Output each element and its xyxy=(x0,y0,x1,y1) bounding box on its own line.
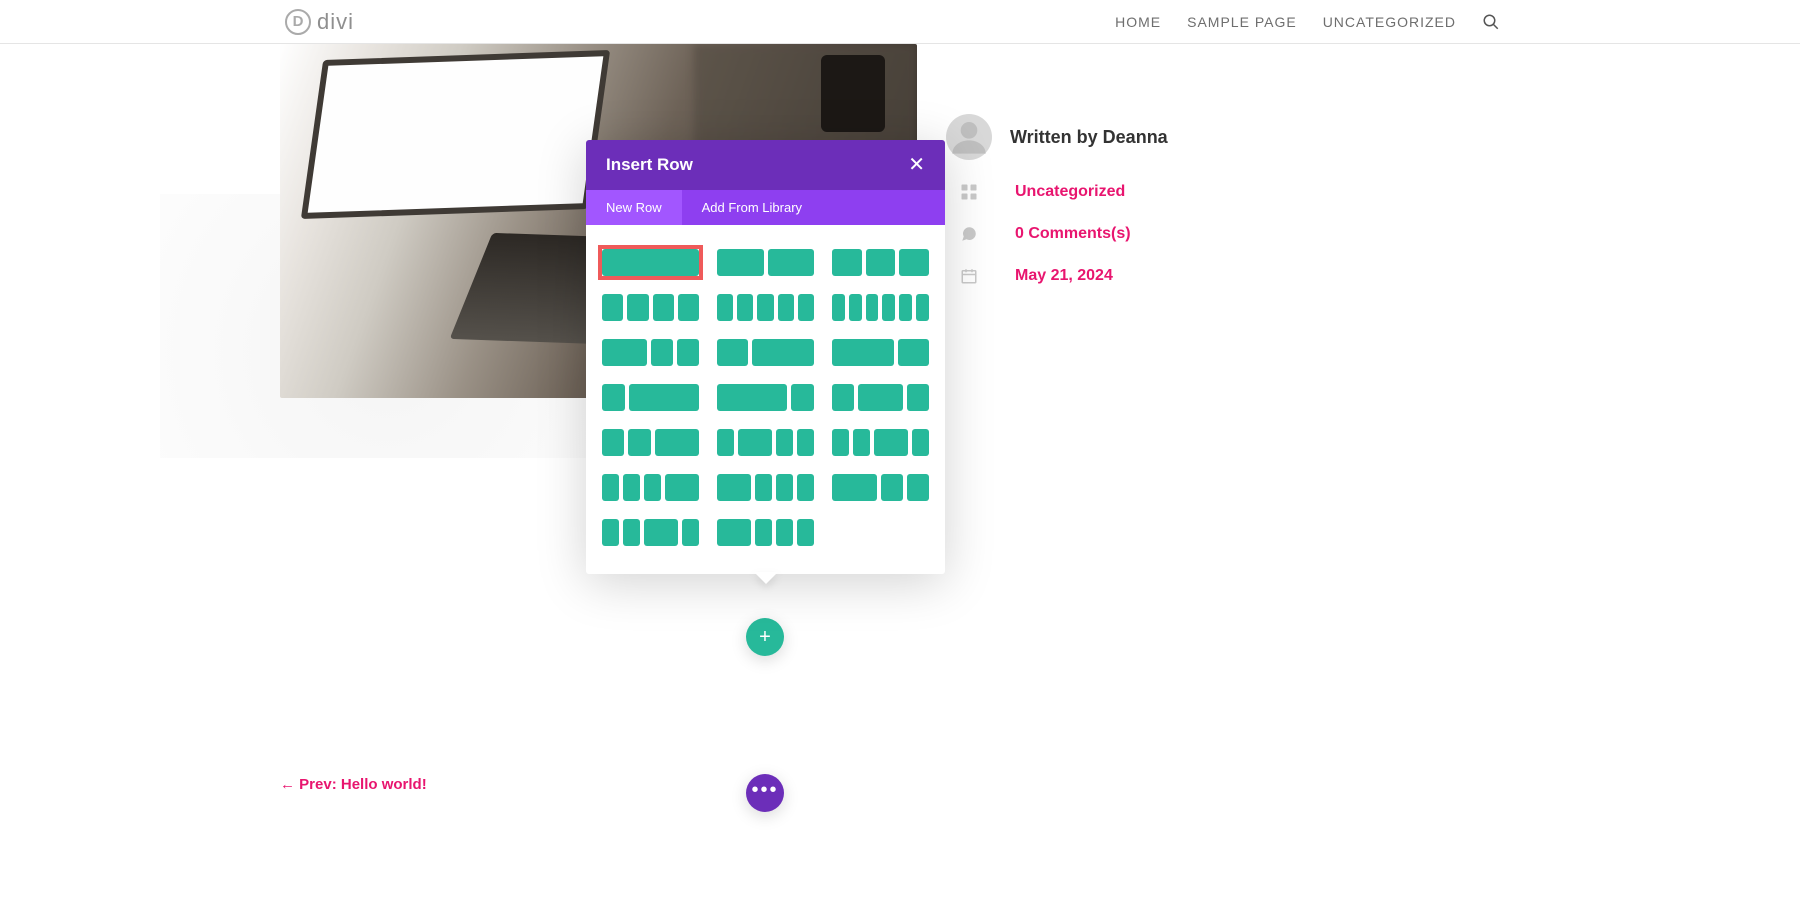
written-by-prefix: Written by xyxy=(1010,127,1103,147)
page-body: Insert Row ✕ New Row Add From Library + … xyxy=(0,44,1800,919)
row-layout-option[interactable] xyxy=(832,384,929,411)
close-icon[interactable]: ✕ xyxy=(908,155,925,175)
calendar-icon xyxy=(959,266,979,286)
written-by-text: Written by Deanna xyxy=(1010,127,1168,148)
row-layout-option[interactable] xyxy=(717,339,814,366)
plus-icon: + xyxy=(759,626,771,649)
post-meta-sidebar: Written by Deanna Uncategorized 0 Commen… xyxy=(946,114,1266,308)
comment-icon xyxy=(959,224,979,244)
row-layout-option[interactable] xyxy=(832,339,929,366)
brand[interactable]: D divi xyxy=(285,9,354,35)
search-icon[interactable] xyxy=(1482,13,1500,31)
row-layout-option[interactable] xyxy=(602,429,699,456)
meta-comments-row: 0 Comments(s) xyxy=(946,224,1266,244)
grid-icon xyxy=(959,182,979,202)
insert-row-modal: Insert Row ✕ New Row Add From Library xyxy=(586,140,945,574)
row-layout-option[interactable] xyxy=(832,474,929,501)
modal-pointer-arrow xyxy=(754,572,778,584)
meta-date-row: May 21, 2024 xyxy=(946,266,1266,286)
row-layout-option[interactable] xyxy=(717,474,814,501)
brand-name: divi xyxy=(317,9,354,35)
nav-item-sample-page[interactable]: SAMPLE PAGE xyxy=(1187,14,1297,30)
row-layout-option[interactable] xyxy=(717,519,814,546)
post-date[interactable]: May 21, 2024 xyxy=(1015,267,1113,285)
row-layout-option[interactable] xyxy=(717,429,814,456)
brand-logo-letter: D xyxy=(293,13,304,30)
category-link[interactable]: Uncategorized xyxy=(1015,183,1125,201)
row-layout-option[interactable] xyxy=(832,429,929,456)
modal-tabs: New Row Add From Library xyxy=(586,190,945,225)
brand-logo-icon: D xyxy=(285,9,311,35)
row-layout-option[interactable] xyxy=(602,384,699,411)
modal-title: Insert Row xyxy=(606,155,693,175)
modal-header: Insert Row ✕ xyxy=(586,140,945,190)
tab-new-row[interactable]: New Row xyxy=(586,190,682,225)
meta-category-row: Uncategorized xyxy=(946,182,1266,202)
row-layout-option[interactable] xyxy=(832,249,929,276)
author-name[interactable]: Deanna xyxy=(1103,127,1168,147)
topbar: D divi HOME SAMPLE PAGE UNCATEGORIZED xyxy=(0,0,1800,44)
nav-item-home[interactable]: HOME xyxy=(1115,14,1161,30)
row-layout-option[interactable] xyxy=(832,294,929,321)
primary-nav: HOME SAMPLE PAGE UNCATEGORIZED xyxy=(1115,13,1500,31)
row-layout-option[interactable] xyxy=(602,519,699,546)
add-row-button[interactable]: + xyxy=(746,618,784,656)
row-layout-option[interactable] xyxy=(602,474,699,501)
author-avatar xyxy=(946,114,992,160)
comments-link[interactable]: 0 Comments(s) xyxy=(1015,225,1131,243)
row-layout-option[interactable] xyxy=(602,249,699,276)
row-layout-option[interactable] xyxy=(602,294,699,321)
row-layout-option[interactable] xyxy=(717,249,814,276)
row-layout-grid xyxy=(586,225,945,574)
tab-add-from-library[interactable]: Add From Library xyxy=(682,190,822,225)
more-icon: ••• xyxy=(751,779,778,802)
row-layout-option[interactable] xyxy=(717,384,814,411)
row-layout-option[interactable] xyxy=(717,294,814,321)
row-layout-option[interactable] xyxy=(602,339,699,366)
page-settings-button[interactable]: ••• xyxy=(746,774,784,812)
prev-post-link[interactable]: ← Prev: Hello world! xyxy=(280,776,427,793)
nav-item-uncategorized[interactable]: UNCATEGORIZED xyxy=(1323,14,1456,30)
meta-author-row: Written by Deanna xyxy=(946,114,1266,160)
